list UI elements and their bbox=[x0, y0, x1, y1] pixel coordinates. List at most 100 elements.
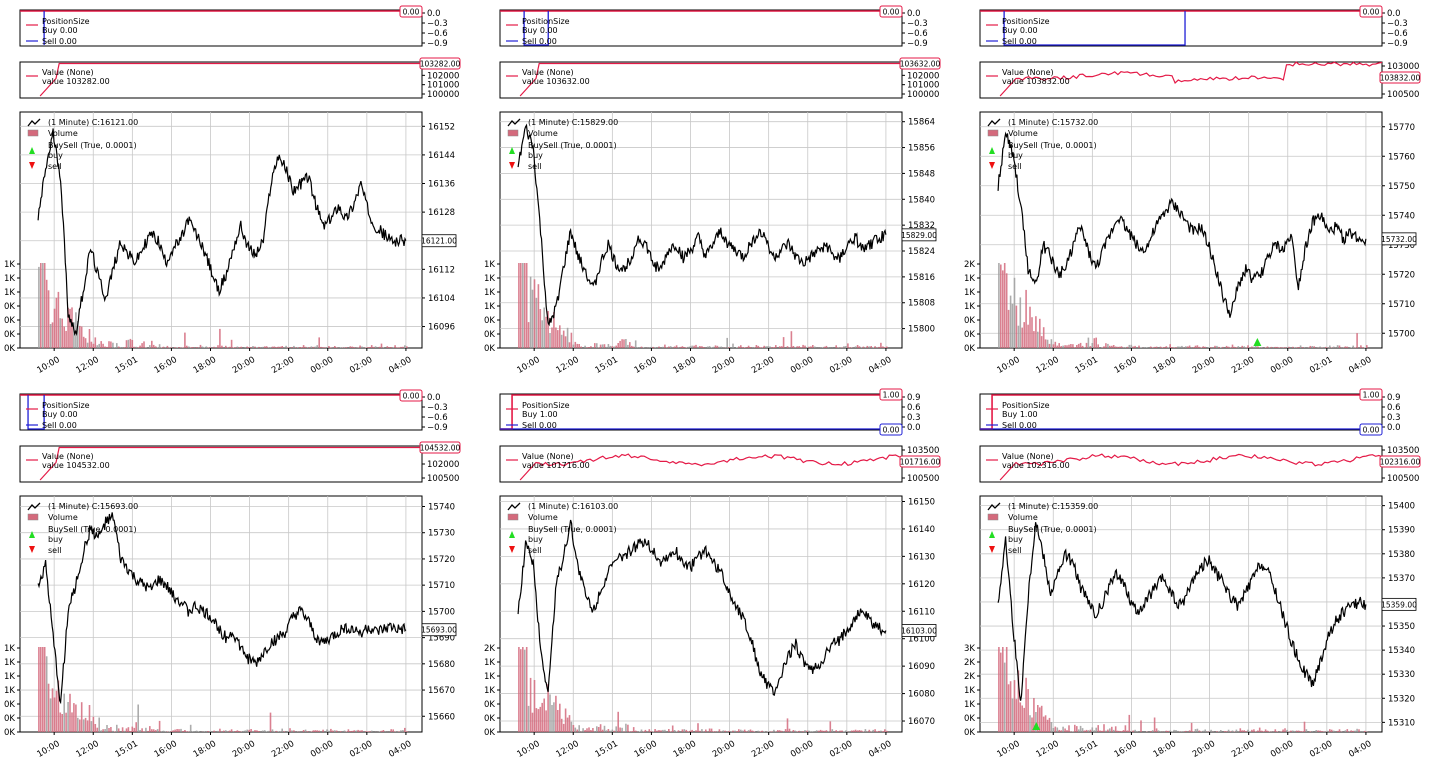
volume-bar bbox=[600, 724, 602, 732]
xtick-label: 10:00 bbox=[995, 355, 1021, 376]
value-legend-title: Value (None) bbox=[42, 68, 94, 77]
volume-bar bbox=[822, 731, 824, 732]
volume-bar bbox=[285, 346, 287, 348]
volume-bar bbox=[1076, 726, 1078, 732]
volume-bar bbox=[798, 731, 800, 732]
volume-bar bbox=[577, 344, 579, 348]
volume-bar bbox=[272, 347, 274, 348]
volume-bar bbox=[874, 346, 876, 348]
volume-bar bbox=[699, 346, 701, 348]
volume-bar bbox=[1097, 725, 1099, 732]
volume-bar bbox=[1354, 348, 1356, 349]
volume-bar bbox=[63, 694, 65, 732]
position-legend-sell: Sell 0.00 bbox=[42, 421, 77, 430]
xtick-label: 22:00 bbox=[1230, 739, 1256, 760]
volume-bar bbox=[763, 731, 765, 732]
volume-bar bbox=[1331, 730, 1333, 732]
volume-bar bbox=[221, 346, 223, 348]
volume-bar bbox=[691, 730, 693, 732]
volume-bar bbox=[270, 713, 272, 732]
volume-bar bbox=[843, 732, 845, 733]
position-legend-buy: Buy 0.00 bbox=[42, 26, 78, 35]
volume-bar bbox=[52, 688, 54, 732]
volume-bar bbox=[998, 263, 1000, 348]
position-legend-sell: Sell 0.00 bbox=[42, 37, 77, 46]
price-ytick-label: 16112 bbox=[428, 265, 455, 275]
volume-bar bbox=[615, 726, 617, 732]
volume-bar bbox=[120, 347, 122, 348]
volume-bar bbox=[758, 731, 760, 732]
position-value-tag-2-text: 0.00 bbox=[883, 426, 900, 435]
volume-bar bbox=[1193, 731, 1195, 732]
volume-bar bbox=[235, 347, 237, 348]
volume-bar bbox=[571, 333, 573, 348]
price-ytick-label: 16136 bbox=[428, 180, 455, 190]
volume-bar bbox=[383, 730, 385, 732]
volume-bar bbox=[635, 731, 637, 732]
xtick-label: 18:00 bbox=[192, 739, 218, 760]
volume-bar bbox=[326, 729, 328, 732]
volume-bar bbox=[1012, 699, 1014, 732]
xtick-label: 12:00 bbox=[1035, 355, 1061, 376]
volume-bar bbox=[615, 346, 617, 348]
volume-bar bbox=[1275, 729, 1277, 732]
xtick-label: 12:00 bbox=[1035, 739, 1061, 760]
volume-bar bbox=[1018, 326, 1020, 348]
volume-ytick-label: 0K bbox=[484, 330, 495, 340]
volume-bar bbox=[258, 731, 260, 732]
volume-bar bbox=[1228, 730, 1230, 732]
volume-bar bbox=[750, 347, 752, 348]
volume-bar bbox=[649, 729, 651, 732]
volume-bar bbox=[1247, 345, 1249, 348]
volume-bar bbox=[102, 729, 104, 732]
volume-bar bbox=[1162, 347, 1164, 348]
volume-bar bbox=[1234, 347, 1236, 348]
volume-bar bbox=[538, 284, 540, 348]
volume-bar bbox=[1094, 338, 1096, 348]
close-legend-label: (1 Minute) C:16121.00 bbox=[48, 118, 138, 127]
volume-bar bbox=[534, 279, 536, 348]
volume-bar bbox=[699, 731, 701, 732]
volume-ytick-label: 1K bbox=[484, 686, 495, 696]
volume-bar bbox=[320, 347, 322, 348]
volume-bar bbox=[723, 730, 725, 732]
price-ytick-label: 16130 bbox=[908, 552, 935, 562]
volume-bar bbox=[233, 348, 235, 349]
volume-ytick-label: 0K bbox=[4, 714, 15, 724]
price-tag-text: 16121.00 bbox=[421, 237, 457, 246]
price-ytick-label: 16150 bbox=[908, 497, 935, 507]
volume-bar bbox=[248, 347, 250, 348]
volume-bar bbox=[1095, 338, 1097, 348]
volume-bar bbox=[272, 729, 274, 732]
position-legend-sell: Sell 0.00 bbox=[522, 37, 557, 46]
volume-bar bbox=[254, 347, 256, 348]
volume-bar bbox=[651, 347, 653, 348]
volume-ytick-label: 1K bbox=[964, 700, 975, 710]
volume-bar bbox=[793, 346, 795, 348]
volume-bar bbox=[163, 347, 165, 348]
volume-bar bbox=[1218, 347, 1220, 348]
position-ytick-label: 0.6 bbox=[907, 403, 921, 413]
volume-bar bbox=[1103, 346, 1105, 348]
volume-bar bbox=[143, 731, 145, 732]
volume-bar bbox=[1074, 347, 1076, 348]
volume-bar bbox=[135, 722, 137, 732]
close-legend-label: (1 Minute) C:16103.00 bbox=[528, 502, 618, 511]
volume-bar bbox=[1286, 730, 1288, 732]
volume-bar bbox=[608, 729, 610, 732]
volume-bar bbox=[379, 731, 381, 732]
volume-bar bbox=[1156, 347, 1158, 348]
volume-bar bbox=[85, 338, 87, 348]
volume-bar bbox=[71, 712, 73, 732]
volume-bar bbox=[1027, 325, 1029, 348]
price-ytick-label: 15740 bbox=[428, 502, 455, 512]
volume-legend-swatch bbox=[28, 130, 38, 136]
volume-bar bbox=[1092, 343, 1094, 348]
volume-bar bbox=[1037, 332, 1039, 348]
volume-bar bbox=[163, 731, 165, 732]
volume-bar bbox=[1080, 343, 1082, 348]
volume-bar bbox=[1329, 729, 1331, 732]
xtick-label: 22:00 bbox=[270, 355, 296, 376]
volume-bar bbox=[796, 731, 798, 732]
